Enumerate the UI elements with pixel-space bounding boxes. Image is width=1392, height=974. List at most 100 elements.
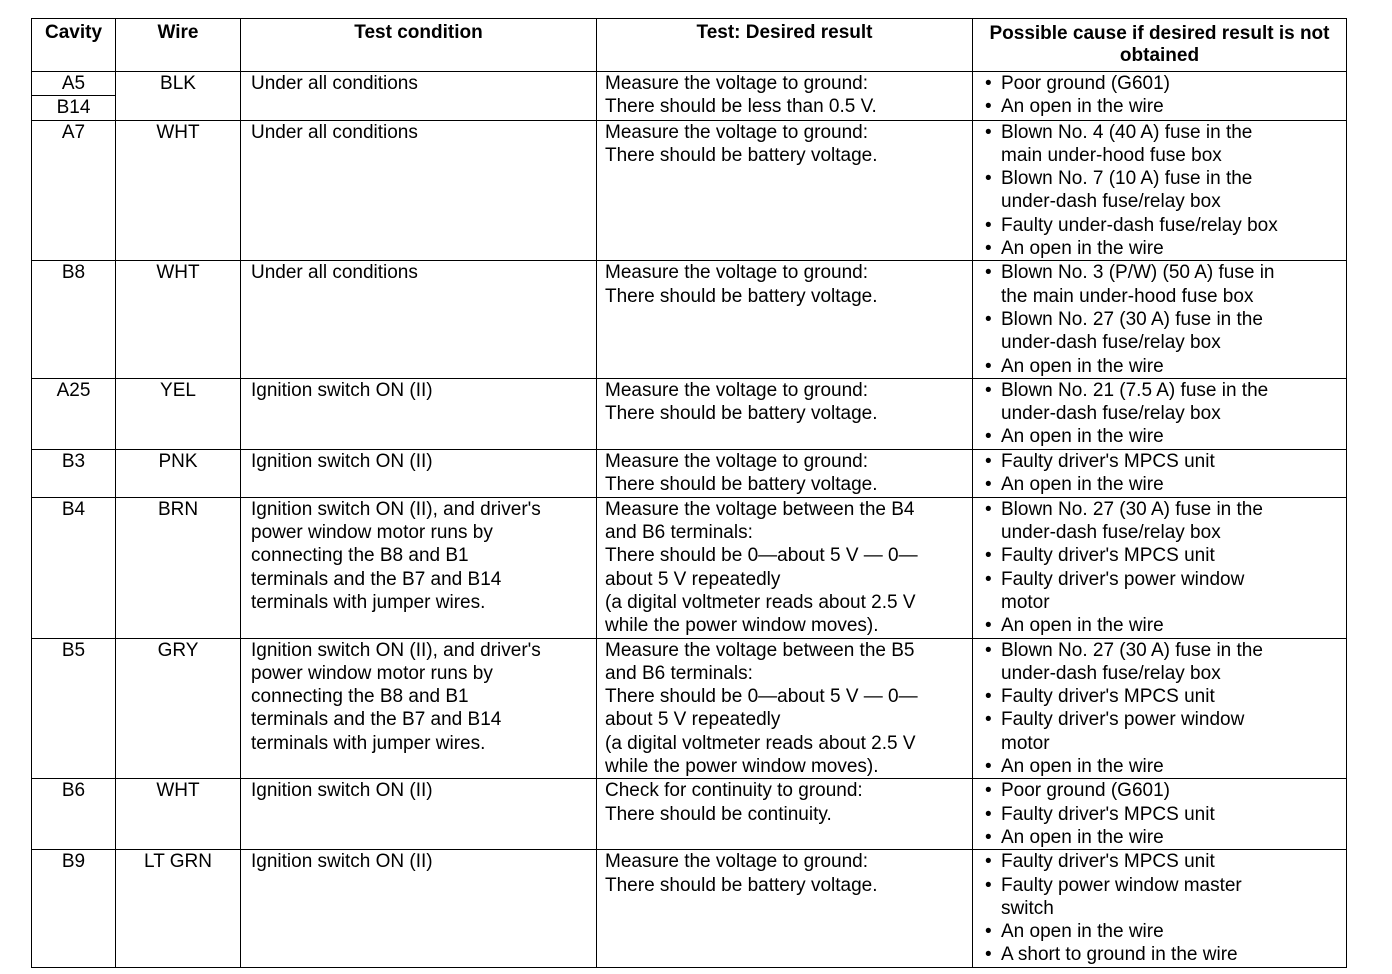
cause-line: An open in the wire bbox=[1001, 426, 1164, 448]
wire-cell: PNK bbox=[115, 448, 241, 498]
condition-cell: Ignition switch ON (II) bbox=[240, 778, 597, 851]
bullet-icon: • bbox=[985, 308, 992, 330]
cause-cell: • Faulty driver's MPCS unit • An open in th… bbox=[972, 448, 1347, 498]
wire-color: WHT bbox=[156, 121, 200, 143]
header-cavity: Cavity bbox=[31, 18, 116, 72]
cause-text: Blown No. 27 (30 A) fuse in the under-das… bbox=[1001, 308, 1263, 355]
cause-line: An open in the wire bbox=[1001, 96, 1164, 118]
condition-line: terminals and the B7 and B14 bbox=[251, 568, 502, 590]
result-line: Measure the voltage to ground: bbox=[605, 851, 869, 873]
cavity-cell: B4 bbox=[31, 496, 116, 639]
result-line: about 5 V repeatedly bbox=[605, 568, 781, 590]
table-body: A5 B14 BLK Under all conditions Measure the … bbox=[31, 71, 1347, 968]
bullet-icon: • bbox=[985, 826, 992, 848]
result-line: Measure the voltage to ground: bbox=[605, 262, 869, 284]
result-line: and B6 terminals: bbox=[605, 522, 753, 544]
cavity-value: B9 bbox=[61, 851, 86, 873]
cavity-value: B5 bbox=[61, 639, 86, 661]
bullet-icon: • bbox=[985, 450, 992, 472]
cause-line: Faulty under-dash fuse/relay box bbox=[1001, 214, 1278, 236]
cause-line: Blown No. 3 (P/W) (50 A) fuse in bbox=[1001, 262, 1275, 284]
cavity-value: A7 bbox=[61, 121, 86, 143]
cavity-cell: B5 bbox=[31, 637, 116, 780]
cause-item: • An open in the wire bbox=[981, 425, 1346, 448]
cause-item: • Blown No. 4 (40 A) fuse in the main unde… bbox=[981, 121, 1346, 168]
cause-text: An open in the wire bbox=[1001, 355, 1164, 378]
condition-line: Under all conditions bbox=[251, 73, 418, 94]
cause-item: • Faulty under-dash fuse/relay box bbox=[981, 214, 1346, 237]
cause-item: • An open in the wire bbox=[981, 473, 1346, 496]
cause-item: • Blown No. 27 (30 A) fuse in the under-da… bbox=[981, 639, 1346, 686]
cause-line: Poor ground (G601) bbox=[1001, 780, 1170, 802]
cause-line: Faulty driver's MPCS unit bbox=[1001, 450, 1215, 472]
wire-cell: WHT bbox=[115, 119, 241, 262]
result-cell: Check for continuity to ground: There sho… bbox=[596, 778, 973, 851]
cause-text: Blown No. 21 (7.5 A) fuse in the under-da… bbox=[1001, 379, 1268, 426]
cause-line: Blown No. 27 (30 A) fuse in the bbox=[1001, 308, 1263, 330]
table-row: B6 WHT Ignition switch ON (II) Check for co… bbox=[31, 778, 1347, 851]
cause-item: • Blown No. 3 (P/W) (50 A) fuse in the mai… bbox=[981, 261, 1346, 308]
cause-item: • Blown No. 21 (7.5 A) fuse in the under-d… bbox=[981, 379, 1346, 426]
cause-text: Faulty driver's power window motor bbox=[1001, 568, 1244, 615]
result-line: There should be less than 0.5 V. bbox=[605, 96, 877, 118]
cavity-value: B6 bbox=[61, 780, 86, 802]
result-cell: Measure the voltage to ground: There shou… bbox=[596, 377, 973, 450]
cause-line: under-dash fuse/relay box bbox=[1001, 662, 1221, 684]
cause-line: An open in the wire bbox=[1001, 238, 1164, 260]
wire-color: GRY bbox=[157, 639, 199, 661]
cavity-cell: B8 bbox=[31, 260, 116, 379]
cause-line: An open in the wire bbox=[1001, 355, 1164, 377]
result-line: There should be continuity. bbox=[605, 803, 832, 825]
table-row: B9 LT GRN Ignition switch ON (II) Measure t… bbox=[31, 849, 1347, 968]
cause-text: Faulty driver's MPCS unit bbox=[1001, 803, 1215, 826]
cause-cell: • Blown No. 27 (30 A) fuse in the under-da… bbox=[972, 637, 1347, 780]
cause-text: Blown No. 3 (P/W) (50 A) fuse in the main… bbox=[1001, 261, 1275, 308]
result-cell: Measure the voltage to ground: There shou… bbox=[596, 119, 973, 262]
bullet-icon: • bbox=[985, 944, 992, 966]
bullet-icon: • bbox=[985, 874, 992, 896]
header-wire: Wire bbox=[115, 18, 241, 72]
cause-text: Blown No. 4 (40 A) fuse in the main under… bbox=[1001, 121, 1252, 168]
cause-line: Faulty power window master bbox=[1001, 874, 1242, 896]
cause-item: • An open in the wire bbox=[981, 920, 1346, 943]
condition-cell: Ignition switch ON (II) bbox=[240, 849, 597, 968]
cause-line: motor bbox=[1001, 591, 1050, 613]
bullet-icon: • bbox=[985, 545, 992, 567]
condition-line: terminals and the B7 and B14 bbox=[251, 709, 502, 731]
cause-text: An open in the wire bbox=[1001, 614, 1164, 637]
result-line: Measure the voltage between the B4 bbox=[605, 498, 915, 520]
cause-item: • Faulty power window master switch bbox=[981, 874, 1346, 921]
cause-item: • An open in the wire bbox=[981, 355, 1346, 378]
wire-cell: WHT bbox=[115, 778, 241, 851]
cause-line: Faulty driver's MPCS unit bbox=[1001, 686, 1215, 708]
wire-cell: BLK bbox=[115, 71, 241, 121]
bullet-icon: • bbox=[985, 851, 992, 873]
wire-color: YEL bbox=[160, 379, 196, 401]
cause-line: A short to ground in the wire bbox=[1001, 944, 1238, 966]
cause-item: • Blown No. 7 (10 A) fuse in the under-das… bbox=[981, 167, 1346, 214]
table-row: A25 YEL Ignition switch ON (II) Measure the… bbox=[31, 377, 1347, 450]
cause-item: • Faulty driver's power window motor bbox=[981, 568, 1346, 615]
result-line: while the power window moves). bbox=[605, 615, 879, 637]
condition-line: power window motor runs by bbox=[251, 662, 493, 684]
cause-text: An open in the wire bbox=[1001, 237, 1164, 260]
wire-color: BRN bbox=[157, 498, 199, 520]
bullet-icon: • bbox=[985, 474, 992, 496]
cause-text: Poor ground (G601) bbox=[1001, 72, 1170, 95]
wire-color: BLK bbox=[160, 73, 196, 94]
table-row: B3 PNK Ignition switch ON (II) Measure the … bbox=[31, 448, 1347, 498]
cause-text: Faulty driver's MPCS unit bbox=[1001, 685, 1215, 708]
table-row: B4 BRN Ignition switch ON (II), and driver… bbox=[31, 496, 1347, 639]
bullet-icon: • bbox=[985, 921, 992, 943]
cause-line: switch bbox=[1001, 897, 1054, 919]
bullet-icon: • bbox=[985, 121, 992, 143]
cavity-cell: B6 bbox=[31, 778, 116, 851]
cause-text: An open in the wire bbox=[1001, 826, 1164, 849]
cause-text: An open in the wire bbox=[1001, 473, 1164, 496]
bullet-icon: • bbox=[985, 568, 992, 590]
header-row: Cavity Wire Test condition Test: Desired… bbox=[31, 18, 1347, 72]
result-line: while the power window moves). bbox=[605, 756, 879, 778]
cavity-value: A5 bbox=[61, 73, 86, 94]
cause-line: An open in the wire bbox=[1001, 756, 1164, 778]
result-line: (a digital voltmeter reads about 2.5 V bbox=[605, 732, 916, 754]
